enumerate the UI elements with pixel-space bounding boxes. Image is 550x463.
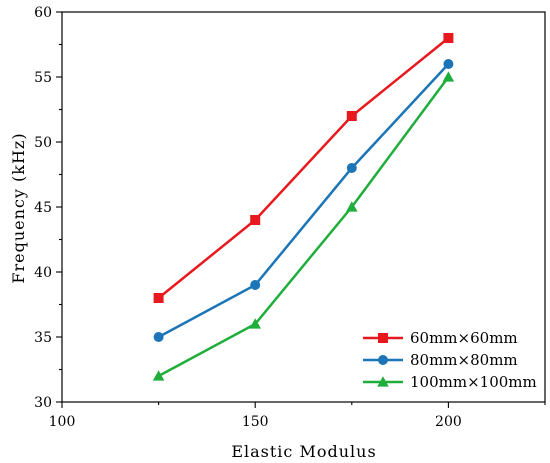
y-tick-label: 60 (34, 5, 52, 21)
triangle-marker (249, 318, 261, 329)
legend-label: 100mm×100mm (410, 373, 537, 391)
legend: 60mm×60mm 80mm×80mm 100mm×100mm (363, 329, 537, 391)
square-marker (153, 293, 164, 303)
legend-entry-3: 100mm×100mm (363, 373, 537, 391)
x-tick-label: 100 (49, 414, 76, 430)
circle-marker (153, 332, 164, 342)
series-line (158, 76, 450, 378)
triangle-marker (152, 370, 165, 381)
circle-marker (346, 163, 357, 173)
series-line (157, 37, 450, 299)
y-tick-label: 50 (34, 135, 52, 151)
legend-label: 80mm×80mm (410, 351, 518, 369)
y-tick-label: 45 (34, 200, 52, 216)
square-marker (443, 33, 454, 43)
triangle-marker (442, 71, 455, 82)
y-tick-label: 55 (34, 70, 52, 86)
x-tick-label: 200 (435, 414, 462, 430)
legend-entry-1: 60mm×60mm (363, 329, 518, 347)
triangle-marker (346, 201, 358, 212)
legend-entry-2: 80mm×80mm (363, 351, 518, 369)
y-axis-title: Frequency (kHz) (9, 132, 28, 283)
x-tick-label: 150 (242, 414, 269, 430)
y-tick-label: 35 (34, 330, 52, 346)
x-axis-title: Elastic Modulus (231, 442, 376, 461)
series-line (158, 63, 450, 339)
circle-marker (250, 280, 261, 290)
series-layer (152, 33, 455, 381)
y-tick-label: 40 (34, 265, 52, 281)
square-marker (346, 111, 357, 121)
legend-label: 60mm×60mm (410, 329, 518, 347)
axes: 30 35 40 45 50 55 60 100 150 200 (34, 5, 546, 430)
series-3 (152, 71, 455, 381)
series-2 (153, 59, 454, 342)
square-marker (250, 215, 261, 225)
y-tick-label: 30 (34, 395, 52, 411)
circle-marker (378, 355, 388, 365)
square-marker (378, 333, 388, 343)
series-1 (153, 33, 454, 303)
circle-marker (443, 59, 454, 69)
triangle-marker (377, 376, 389, 387)
